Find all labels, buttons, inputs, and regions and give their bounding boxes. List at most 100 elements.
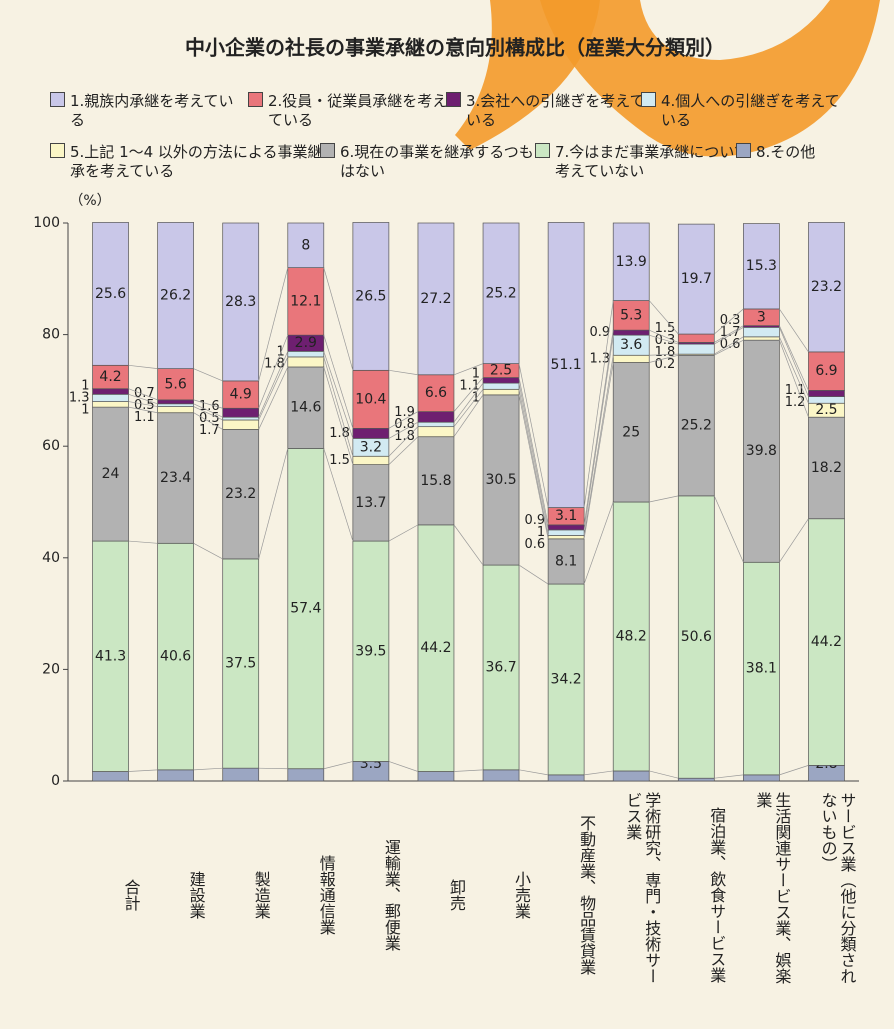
- bar-segment: [353, 456, 389, 464]
- connector-line: [519, 770, 548, 775]
- data-label: 1.5: [329, 453, 350, 468]
- bar-segment: [613, 771, 649, 781]
- data-label: 6.9: [815, 363, 837, 379]
- data-label: 39.5: [355, 643, 386, 659]
- legend-swatch: [50, 92, 65, 107]
- data-label: 1.9: [394, 405, 415, 420]
- connector-line: [454, 525, 483, 565]
- legend-label: 3.会社への引継ぎを考えている: [466, 92, 645, 129]
- data-label: 13.9: [616, 254, 647, 270]
- data-label: 40.6: [160, 649, 191, 665]
- connector-line: [259, 335, 288, 408]
- data-label: 48.2: [616, 628, 647, 644]
- connector-line: [519, 364, 548, 508]
- chart-title: 中小企業の社長の事業承継の意向別構成比（産業大分類別）: [185, 36, 725, 60]
- data-label: 15.3: [746, 258, 777, 274]
- connector-line: [324, 761, 353, 768]
- bar-segment: [678, 344, 714, 354]
- connector-line: [779, 326, 808, 391]
- legend-label: 4.個人への引継ぎを考えている: [661, 92, 840, 129]
- connector-line: [649, 496, 678, 502]
- data-label: 0.9: [524, 513, 545, 528]
- data-label: 50.6: [681, 629, 712, 645]
- data-label: 3: [757, 309, 766, 325]
- y-tick-label: 80: [42, 327, 60, 343]
- x-tick-label: 学術研究、専門・技術サービス業: [601, 792, 661, 997]
- x-tick-label: 情報通信業: [276, 792, 336, 997]
- data-label: 26.5: [355, 288, 386, 304]
- bar-segment: [158, 404, 194, 407]
- bar-segment: [418, 427, 454, 437]
- data-label: 6.6: [425, 385, 447, 401]
- bar-segment: [93, 772, 129, 781]
- bar-segment: [548, 530, 584, 536]
- legend-label: 5.上記 1〜4 以外の方法による事業継承を考えている: [70, 143, 323, 180]
- bar-segment: [418, 422, 454, 426]
- legend-item: 7.今はまだ事業承継について考えていない: [535, 143, 755, 181]
- connector-line: [194, 543, 223, 559]
- page: 中小企業の社長の事業承継の意向別構成比（産業大分類別） （%） 02040608…: [0, 0, 894, 1029]
- bar-segment: [548, 525, 584, 530]
- data-label: 18.2: [811, 460, 842, 476]
- data-label: 1: [81, 378, 89, 393]
- data-label: 26.2: [160, 288, 191, 304]
- data-label: 44.2: [420, 640, 451, 656]
- data-label: 28.3: [225, 294, 256, 310]
- legend-item: 5.上記 1〜4 以外の方法による事業継承を考えている: [50, 143, 330, 181]
- legend-label: 6.現在の事業を継承するつもりはない: [340, 143, 549, 180]
- data-label: 25: [622, 424, 640, 440]
- data-label: 14.6: [290, 400, 321, 416]
- legend-swatch: [641, 92, 656, 107]
- legend-swatch: [248, 92, 263, 107]
- data-label: 15.8: [420, 473, 451, 489]
- bar-segment: [223, 417, 259, 420]
- bar-segment: [158, 407, 194, 413]
- data-label: 4.2: [99, 369, 121, 385]
- data-label: 1: [277, 345, 285, 360]
- data-label: 27.2: [420, 291, 451, 307]
- data-label: 12.1: [290, 293, 321, 309]
- legend-item: 1.親族内承継を考えている: [50, 92, 245, 130]
- bar-segment: [418, 412, 454, 423]
- data-label: 5.6: [164, 376, 186, 392]
- data-label: 24: [102, 466, 120, 482]
- connector-line: [779, 765, 808, 774]
- legend-item: 4.個人への引継ぎを考えている: [641, 92, 841, 130]
- data-label: 38.1: [746, 661, 777, 677]
- data-label: 2.9: [295, 335, 317, 351]
- connector-line: [259, 768, 288, 769]
- legend-label: 7.今はまだ事業承継について考えていない: [555, 143, 749, 180]
- connector-line: [779, 309, 808, 352]
- data-label: 39.8: [746, 443, 777, 459]
- legend-label: 2.役員・従業員承継を考えている: [268, 92, 447, 129]
- bar-segment: [743, 775, 779, 781]
- legend-swatch: [320, 143, 335, 158]
- data-label: 44.2: [811, 634, 842, 650]
- data-label: 41.3: [95, 648, 126, 664]
- connector-line: [584, 771, 613, 775]
- data-label: 57.4: [290, 601, 321, 617]
- bar-segment: [288, 351, 324, 357]
- data-label: 13.7: [355, 495, 386, 511]
- decoration: [540, 0, 880, 157]
- bar-segment: [613, 330, 649, 335]
- legend-label: 1.親族内承継を考えている: [70, 92, 234, 129]
- connector-line: [519, 378, 548, 525]
- connector-line: [194, 768, 223, 770]
- connector-line: [519, 383, 548, 530]
- bar-segment: [418, 772, 454, 781]
- bar-segment: [223, 408, 259, 417]
- bar-segment: [93, 389, 129, 395]
- connector-line: [714, 775, 743, 778]
- legend-swatch: [50, 143, 65, 158]
- data-label: 1.8: [329, 426, 350, 441]
- legend-swatch: [446, 92, 461, 107]
- y-tick-label: 60: [42, 438, 60, 454]
- connector-line: [584, 355, 613, 535]
- y-tick-label: 0: [51, 773, 60, 789]
- connector-line: [324, 268, 353, 371]
- legend-item: 6.現在の事業を継承するつもりはない: [320, 143, 550, 181]
- data-label: 36.7: [485, 659, 516, 675]
- data-label: 1.3: [590, 351, 611, 366]
- bar-segment: [678, 778, 714, 781]
